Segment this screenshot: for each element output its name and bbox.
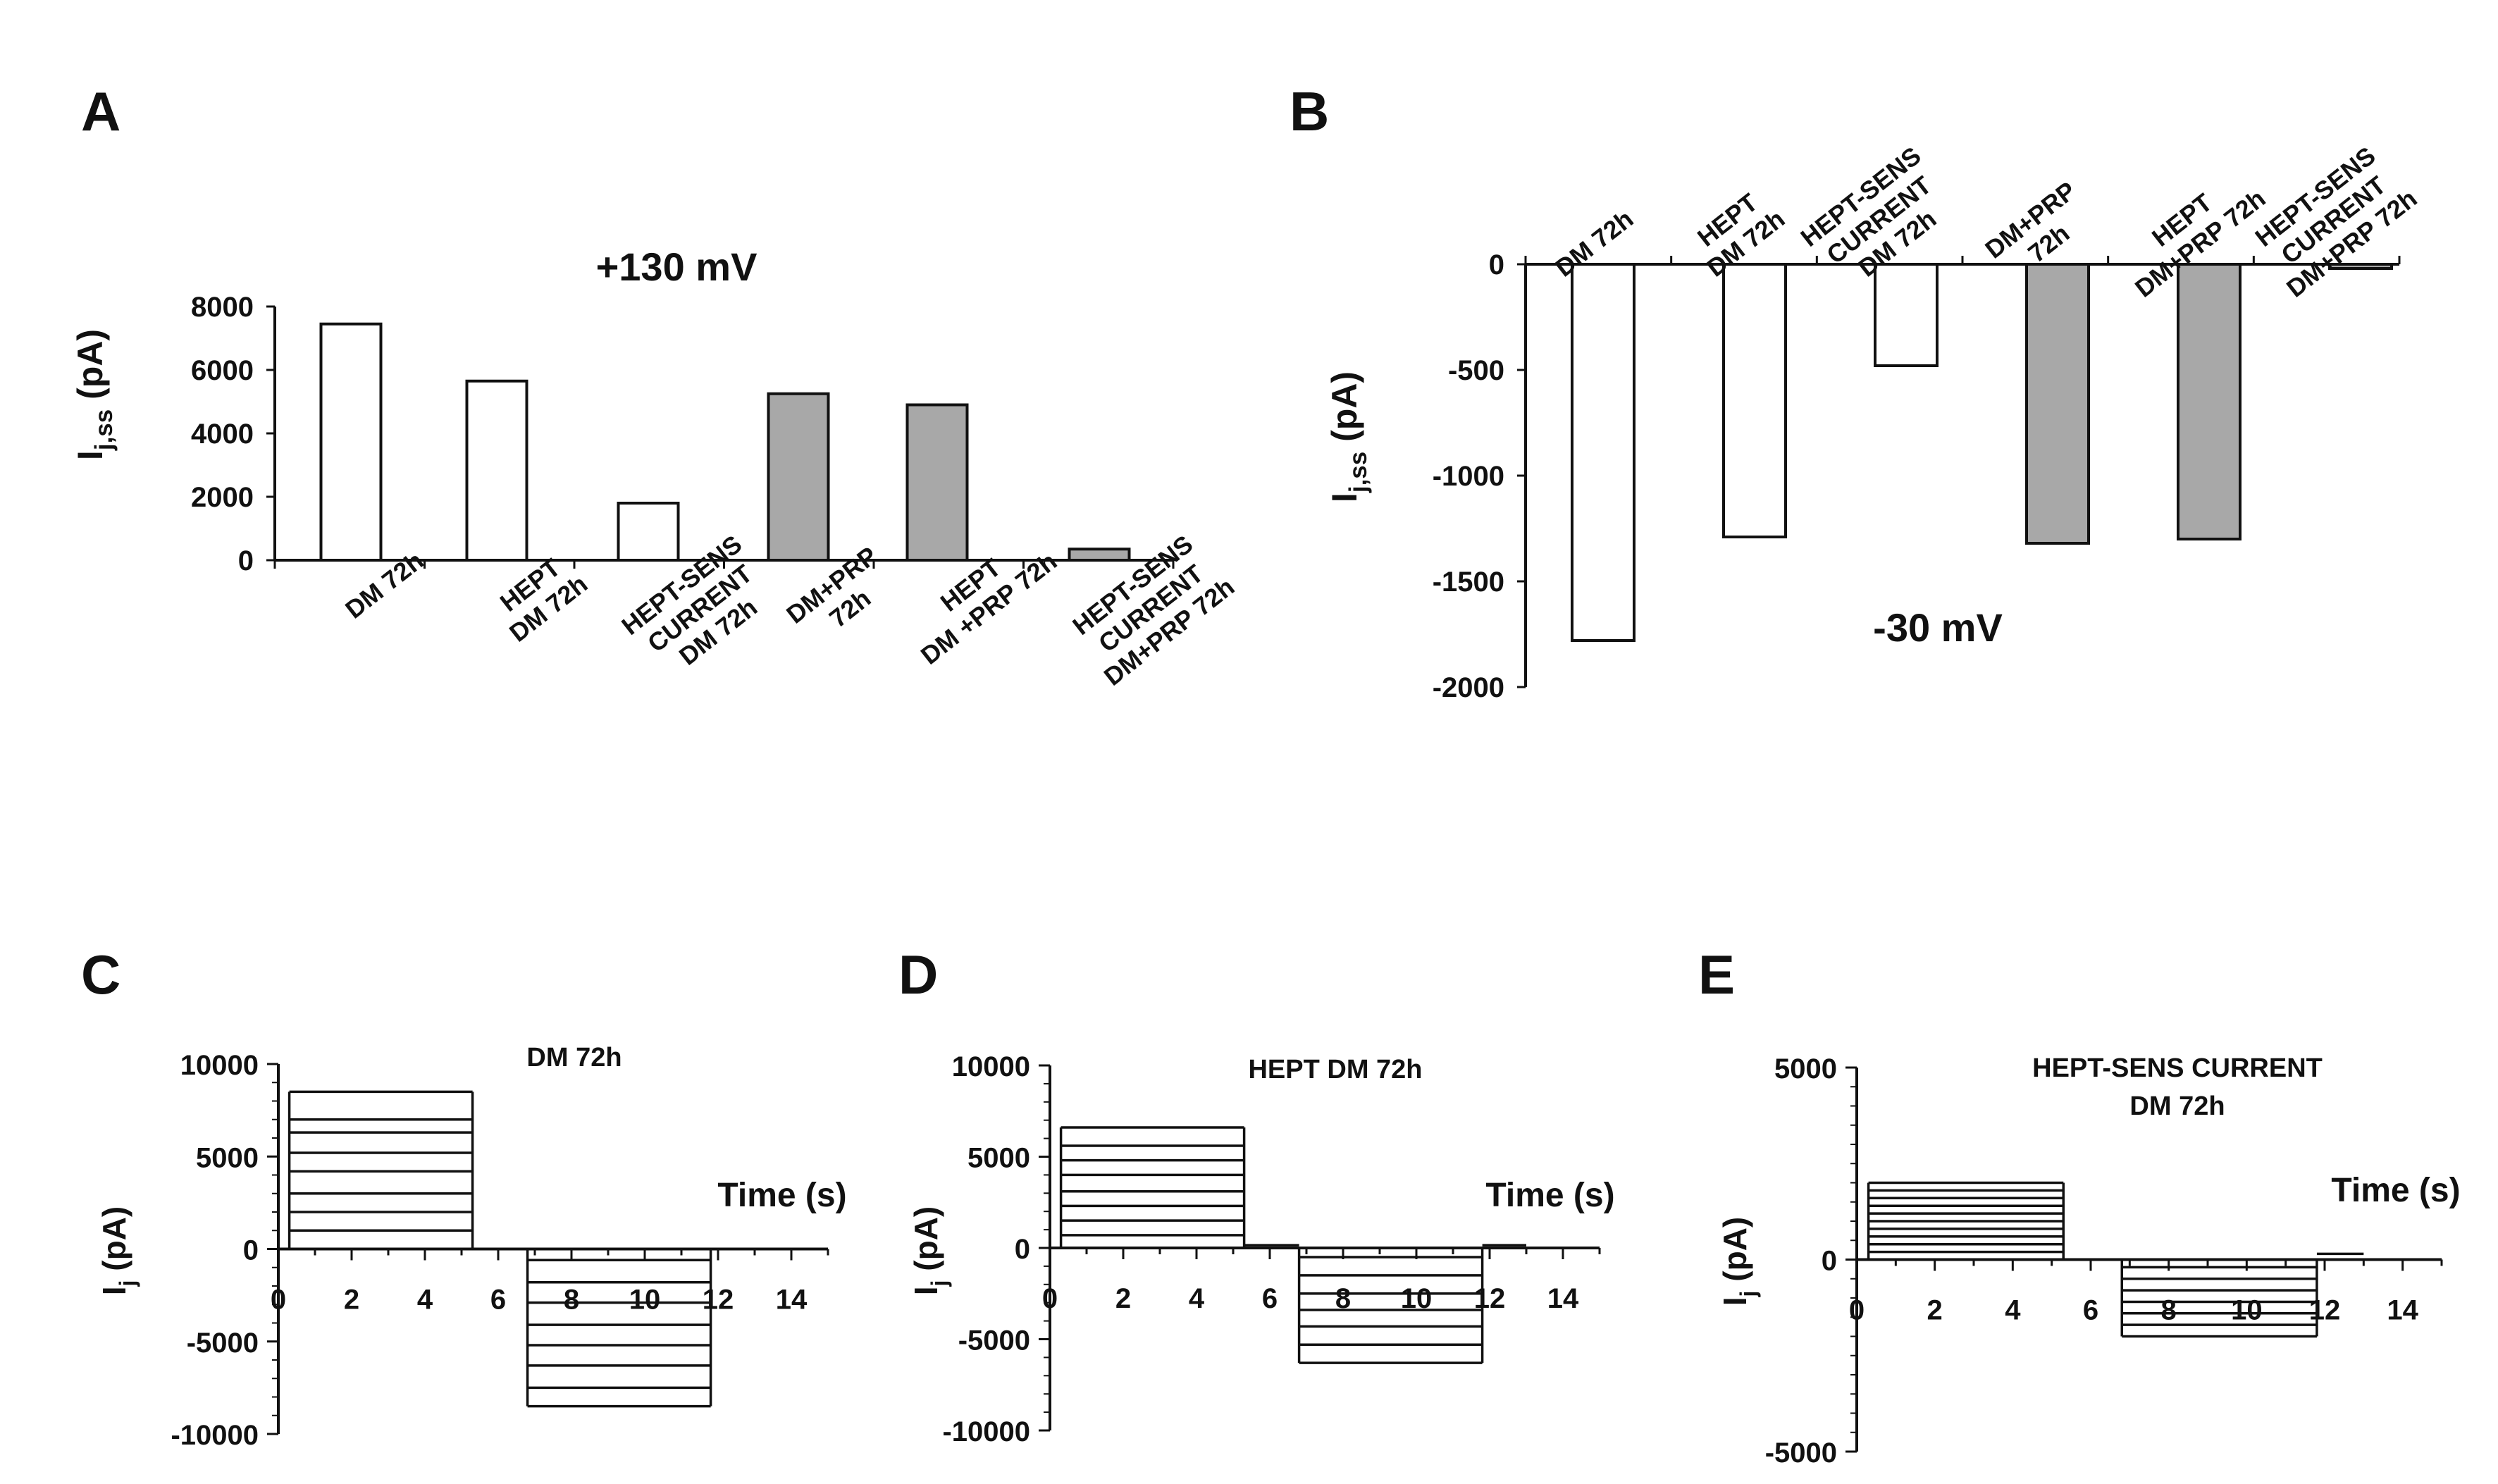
chart-title-C: DM 72h (526, 1043, 622, 1072)
x-tick-label-E: 14 (2387, 1295, 2418, 1326)
bar-B-1 (1571, 263, 1636, 642)
y-tick-label-B: -1500 (1433, 567, 1504, 598)
y-axis-label-A: Ij,ss (pA) (70, 329, 118, 460)
x-tick-label-D: 14 (1547, 1283, 1579, 1314)
bar-A-2 (465, 379, 528, 562)
chart-title-E: HEPT-SENS CURRENT (2032, 1053, 2323, 1083)
category-label-B-6: HEPT-SENSCURRENTDM+PRP 72h (2244, 137, 2422, 302)
y-tick-label-C: 5000 (196, 1142, 259, 1173)
bar-A-5 (905, 403, 969, 562)
y-tick-label-A: 6000 (191, 355, 254, 386)
y-tick-label-E: -5000 (1765, 1437, 1837, 1468)
bar-B-3 (1874, 263, 1939, 367)
x-tick-label-E: 2 (1927, 1295, 1943, 1326)
x-tick-label-D: 4 (1189, 1283, 1205, 1314)
y-tick-label-D: -5000 (958, 1325, 1030, 1356)
y-tick-label-A: 4000 (191, 419, 254, 450)
bar-A-6 (1068, 548, 1131, 562)
x-tick-label-C: 14 (776, 1285, 808, 1316)
y-tick-label-E: 5000 (1774, 1053, 1837, 1084)
x-axis-label-E: Time (s) (2331, 1172, 2460, 1209)
y-tick-label-E: 0 (1822, 1246, 1837, 1277)
panel-letter-B: B (1290, 80, 1329, 142)
x-tick-label-C: 0 (271, 1285, 286, 1316)
y-axis-label-E: Ij (pA) (1717, 1217, 1761, 1306)
y-tick-label-B: -500 (1448, 355, 1504, 386)
y-tick-label-D: 10000 (952, 1051, 1030, 1082)
panel-letter-E: E (1698, 944, 1735, 1006)
y-tick-label-A: 0 (238, 545, 254, 576)
chart-title-B: -30 mV (1873, 605, 2003, 650)
bar-B-6 (2328, 263, 2393, 270)
x-tick-label-C: 4 (417, 1285, 433, 1316)
panel-D: D HEPT DM 72h Time (s) Ij (pA) 10000 5000 0 -50… (898, 944, 1615, 1447)
x-tick-label-E: 6 (2083, 1295, 2098, 1326)
y-axis-label-B: Ij,ss (pA) (1325, 371, 1372, 502)
bar-A-3 (617, 502, 680, 562)
x-axis-label-D: Time (s) (1485, 1177, 1614, 1214)
x-tick-label-E: 8 (2161, 1295, 2177, 1326)
y-tick-label-B: -1000 (1433, 461, 1504, 492)
x-tick-label-D: 2 (1115, 1283, 1131, 1314)
panel-E: E HEPT-SENS CURRENT DM 72h Time (s) Ij (pA) 5… (1698, 944, 2461, 1468)
y-tick-label-C: 0 (243, 1235, 259, 1266)
x-tick-label-E: 4 (2005, 1295, 2021, 1326)
x-tick-label-C: 10 (629, 1285, 661, 1316)
x-axis-label-C: Time (s) (717, 1177, 846, 1214)
x-tick-label-D: 6 (1262, 1283, 1278, 1314)
y-tick-label-A: 2000 (191, 482, 254, 513)
x-tick-label-D: 8 (1335, 1283, 1351, 1314)
bar-B-4 (2025, 263, 2090, 545)
x-tick-label-C: 6 (490, 1285, 506, 1316)
y-tick-label-C: -10000 (171, 1420, 259, 1451)
y-tick-label-B: 0 (1489, 249, 1504, 280)
chart-subtitle-E: DM 72h (2129, 1092, 2225, 1121)
y-axis-label-C: Ij (pA) (96, 1206, 140, 1295)
bar-B-2 (1722, 263, 1787, 538)
y-tick-label-B: -2000 (1433, 672, 1504, 703)
y-tick-label-D: 0 (1015, 1234, 1030, 1265)
panel-C: C DM 72h Time (s) Ij (pA) 10000 5000 0 -5000 -10… (81, 944, 847, 1451)
panel-letter-A: A (81, 80, 120, 142)
bar-A-1 (319, 322, 383, 562)
x-tick-label-E: 10 (2231, 1295, 2263, 1326)
x-tick-label-C: 8 (564, 1285, 579, 1316)
panel-letter-C: C (81, 944, 120, 1006)
x-tick-label-D: 0 (1042, 1283, 1058, 1314)
y-tick-label-C: 10000 (180, 1050, 259, 1081)
y-tick-label-D: 5000 (967, 1143, 1030, 1174)
y-tick-label-A: 8000 (191, 292, 254, 323)
y-tick-label-D: -10000 (942, 1416, 1030, 1447)
chart-title-D: HEPT DM 72h (1248, 1055, 1422, 1084)
y-axis-label-D: Ij (pA) (908, 1206, 952, 1295)
x-tick-label-E: 12 (2309, 1295, 2341, 1326)
bar-A-4 (767, 392, 830, 562)
y-tick-label-C: -5000 (187, 1328, 259, 1359)
x-tick-label-C: 2 (344, 1285, 359, 1316)
x-tick-label-C: 12 (703, 1285, 734, 1316)
bar-B-5 (2177, 263, 2242, 540)
chart-title-A: +130 mV (596, 245, 758, 289)
panel-letter-D: D (898, 944, 938, 1006)
x-tick-label-E: 0 (1849, 1295, 1865, 1326)
